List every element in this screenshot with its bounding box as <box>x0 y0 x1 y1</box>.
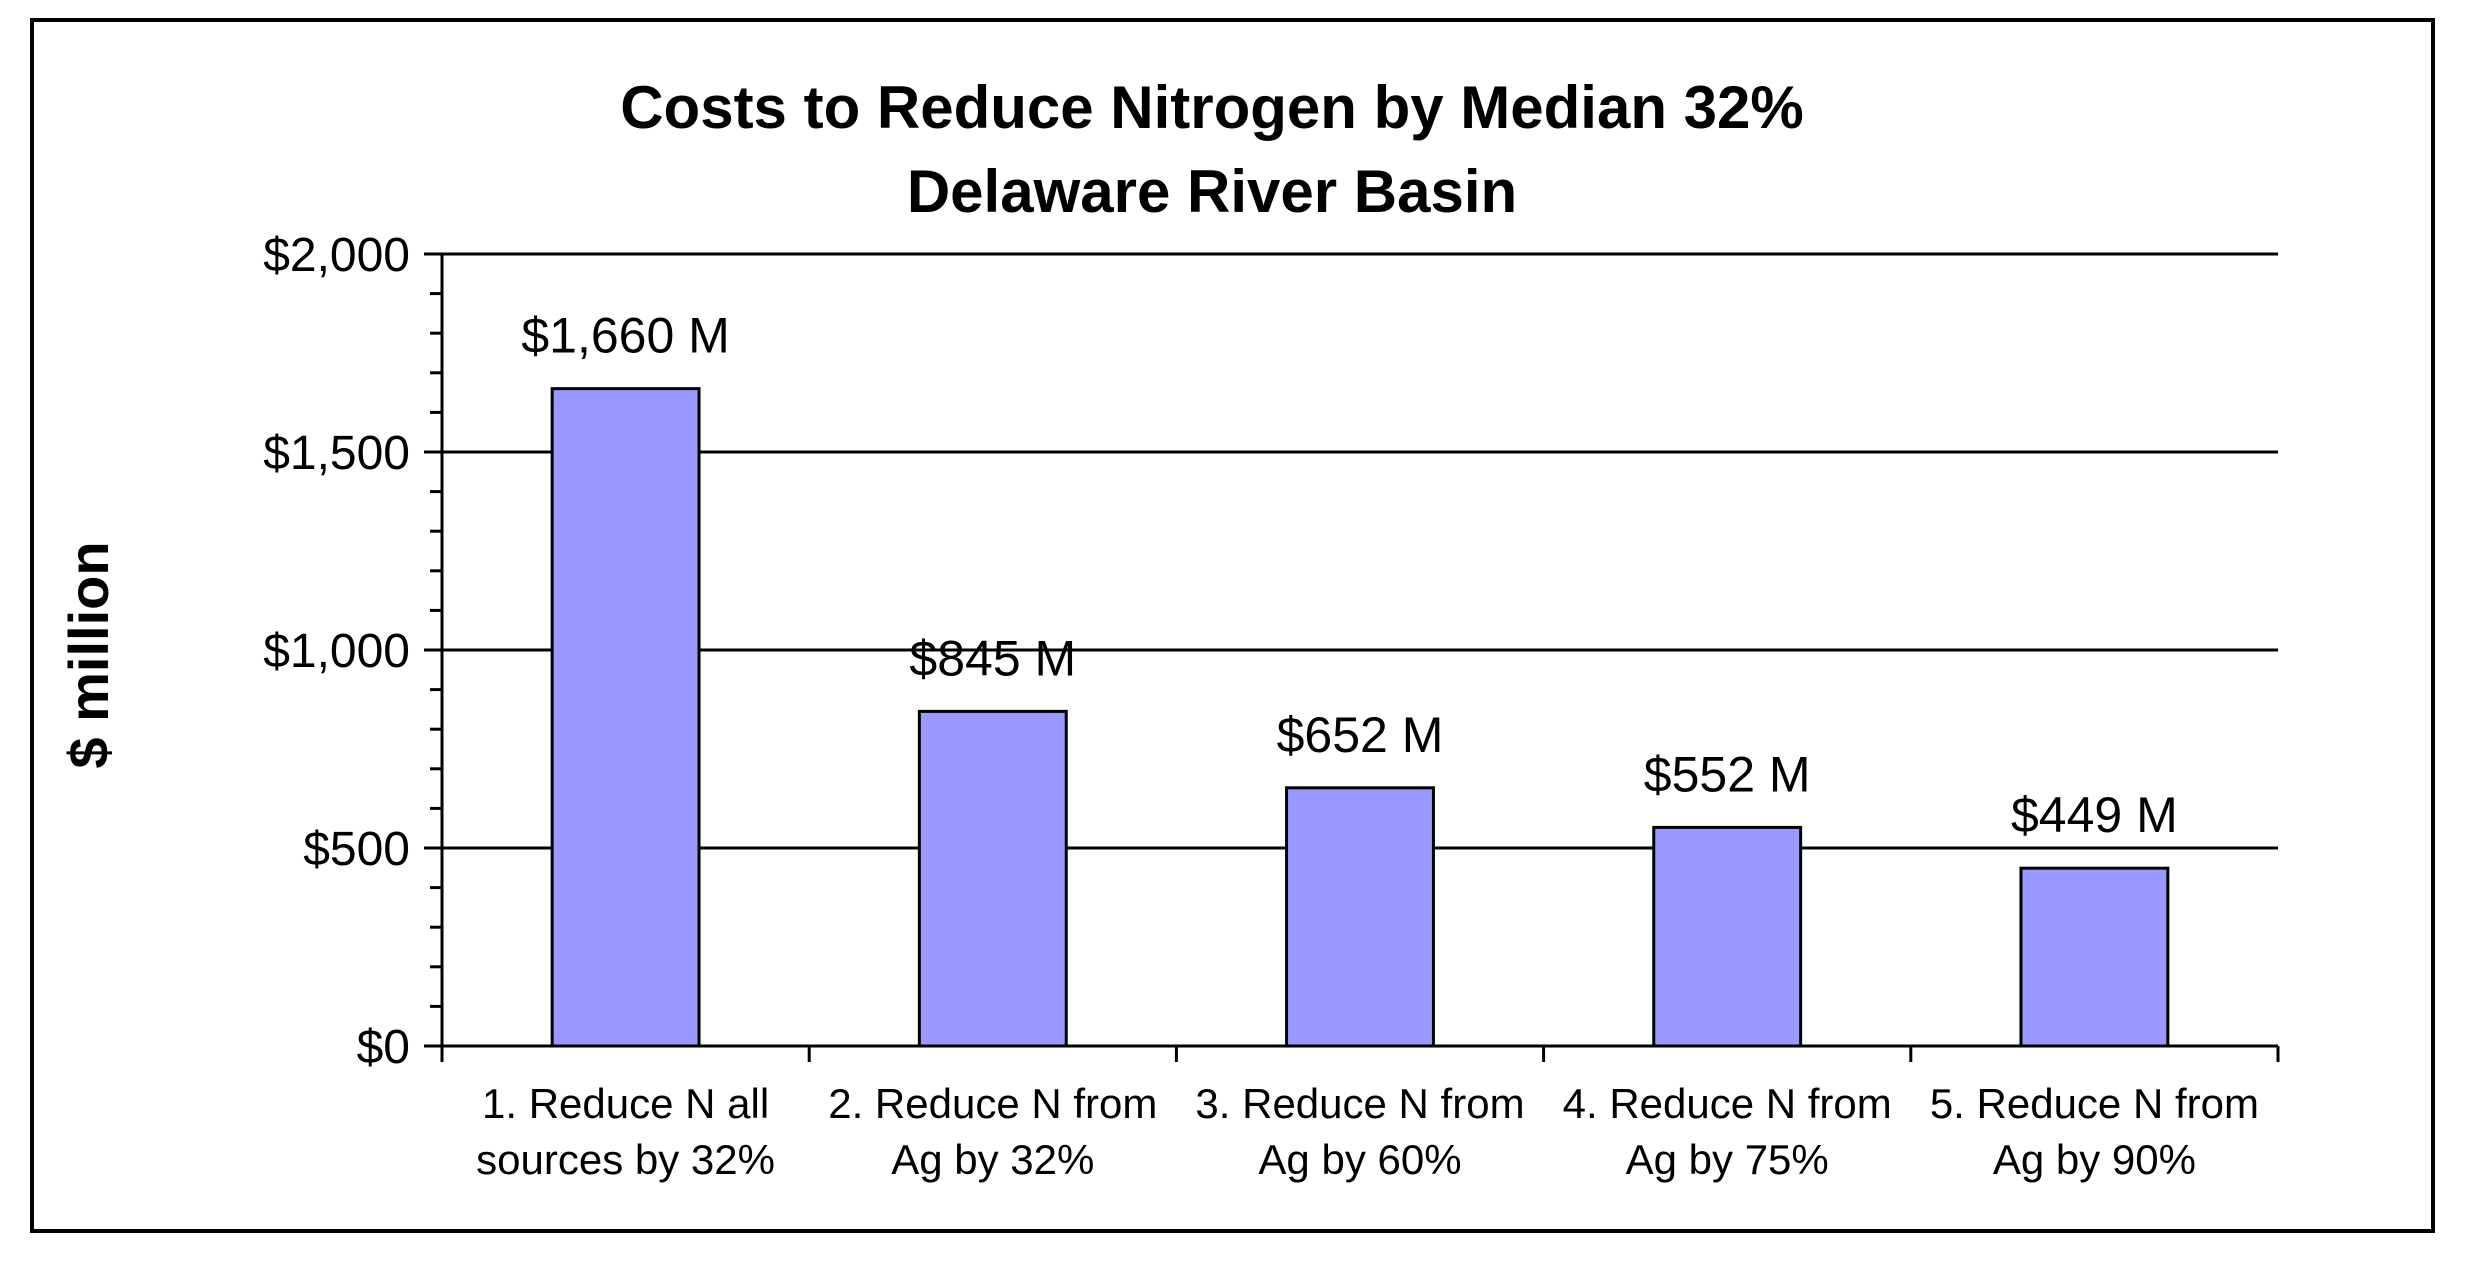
data-label: $1,660 M <box>521 308 729 364</box>
category-label: Ag by 90% <box>1993 1136 2196 1183</box>
data-label: $652 M <box>1277 707 1444 763</box>
category-label: Ag by 32% <box>891 1136 1094 1183</box>
bar <box>1652 825 1803 1048</box>
data-label: $552 M <box>1644 746 1811 802</box>
y-tick-label: $2,000 <box>263 229 410 282</box>
data-label: $449 M <box>2011 787 2178 843</box>
category-label: Ag by 60% <box>1258 1136 1461 1183</box>
y-tick-label: $1,500 <box>263 427 410 480</box>
data-label: $845 M <box>909 630 1076 686</box>
y-tick-label: $0 <box>357 1021 410 1074</box>
chart-title: Costs to Reduce Nitrogen by Median 32% <box>620 74 1804 141</box>
category-label: 1. Reduce N all <box>482 1080 769 1127</box>
bar <box>550 387 701 1048</box>
bar <box>1285 786 1435 1048</box>
y-axis-label: $ million <box>57 541 120 768</box>
category-label: 4. Reduce N from <box>1563 1080 1892 1127</box>
bar <box>2019 866 2170 1048</box>
chart-subtitle: Delaware River Basin <box>907 158 1517 225</box>
y-tick-label: $1,000 <box>263 625 410 678</box>
category-label: sources by 32% <box>476 1136 775 1183</box>
category-label: 2. Reduce N from <box>828 1080 1157 1127</box>
category-label: 3. Reduce N from <box>1195 1080 1524 1127</box>
y-tick-label: $500 <box>303 823 410 876</box>
category-label: 5. Reduce N from <box>1930 1080 2259 1127</box>
bar <box>917 709 1068 1048</box>
category-label: Ag by 75% <box>1626 1136 1829 1183</box>
